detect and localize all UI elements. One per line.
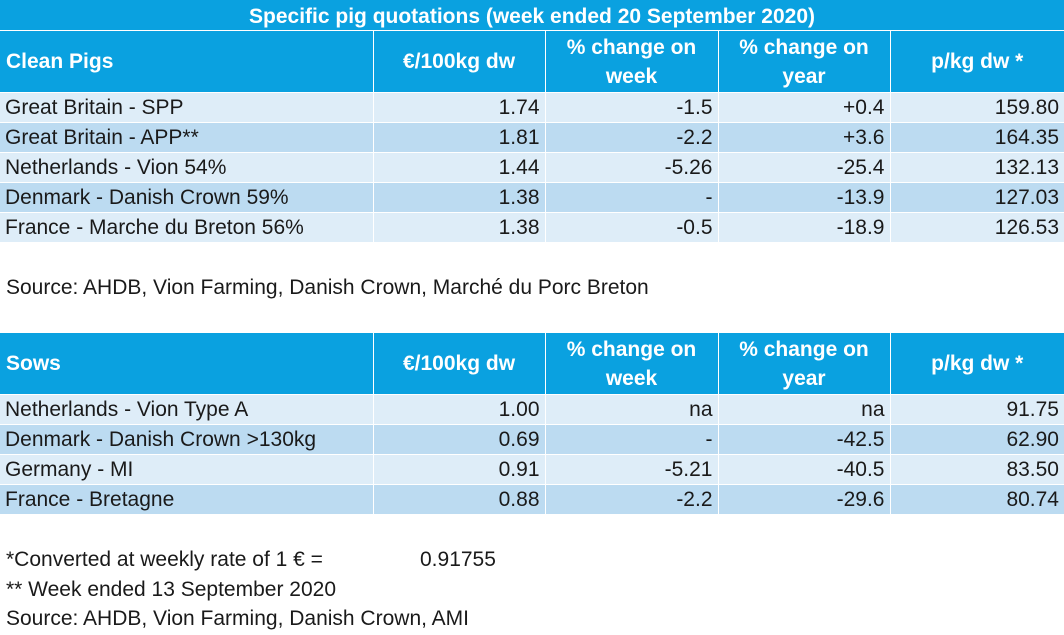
column-header-pkg: p/kg dw * — [889, 333, 1064, 395]
column-header-change-week: % change on week — [544, 31, 718, 93]
row-label: Germany - MI — [0, 454, 373, 485]
column-header-pkg: p/kg dw * — [889, 31, 1064, 93]
column-header-category: Clean Pigs — [0, 31, 373, 93]
cell-change-week: -2.2 — [544, 122, 718, 153]
column-header-change-year: % change on year — [717, 333, 890, 395]
table-row: Great Britain - SPP 1.74 -1.5 +0.4 159.8… — [0, 92, 1064, 123]
week-footnote: ** Week ended 13 September 2020 — [6, 578, 337, 601]
cell-pkg: 159.80 — [889, 92, 1064, 123]
row-label: Netherlands - Vion Type A — [0, 394, 373, 425]
cell-change-year: -29.6 — [717, 484, 890, 514]
column-header-category: Sows — [0, 333, 373, 395]
cell-change-year: +3.6 — [717, 122, 890, 153]
row-label: France - Marche du Breton 56% — [0, 212, 373, 242]
cell-pkg: 127.03 — [889, 182, 1064, 213]
header-row: Sows €/100kg dw % change on week % chang… — [0, 333, 1064, 395]
cell-eur: 1.38 — [372, 212, 545, 242]
sows-table: Sows €/100kg dw % change on week % chang… — [0, 333, 1064, 514]
cell-change-year: -40.5 — [717, 454, 890, 485]
row-label: Great Britain - SPP — [0, 92, 373, 123]
cell-change-week: - — [544, 182, 718, 213]
row-label: Denmark - Danish Crown 59% — [0, 182, 373, 213]
cell-pkg: 80.74 — [889, 484, 1064, 514]
table-row: Germany - MI 0.91 -5.21 -40.5 83.50 — [0, 454, 1064, 485]
table-row: Denmark - Danish Crown >130kg 0.69 - -42… — [0, 424, 1064, 455]
cell-change-year: -18.9 — [717, 212, 890, 242]
source-note-2: Source: AHDB, Vion Farming, Danish Crown… — [6, 607, 469, 630]
source-note: Source: AHDB, Vion Farming, Danish Crown… — [6, 276, 649, 299]
cell-change-week: -5.26 — [544, 152, 718, 183]
table-row: France - Bretagne 0.88 -2.2 -29.6 80.74 — [0, 484, 1064, 514]
cell-change-year: -13.9 — [717, 182, 890, 213]
cell-change-year: -42.5 — [717, 424, 890, 455]
exchange-rate-value: 0.91755 — [420, 548, 496, 571]
cell-change-week: -0.5 — [544, 212, 718, 242]
exchange-rate-note: *Converted at weekly rate of 1 € = 0.917… — [6, 548, 496, 572]
cell-pkg: 62.90 — [889, 424, 1064, 455]
cell-change-week: -5.21 — [544, 454, 718, 485]
column-header-eur: €/100kg dw — [372, 333, 545, 395]
table-row: Denmark - Danish Crown 59% 1.38 - -13.9 … — [0, 182, 1064, 213]
cell-pkg: 83.50 — [889, 454, 1064, 485]
cell-pkg: 126.53 — [889, 212, 1064, 242]
row-label: Netherlands - Vion 54% — [0, 152, 373, 183]
cell-pkg: 132.13 — [889, 152, 1064, 183]
cell-pkg: 91.75 — [889, 394, 1064, 425]
cell-eur: 0.69 — [372, 424, 545, 455]
cell-change-week: na — [544, 394, 718, 425]
column-header-change-year: % change on year — [717, 31, 890, 93]
cell-eur: 0.88 — [372, 484, 545, 514]
cell-change-week: - — [544, 424, 718, 455]
table-row: Netherlands - Vion 54% 1.44 -5.26 -25.4 … — [0, 152, 1064, 183]
cell-eur: 1.00 — [372, 394, 545, 425]
cell-change-year: -25.4 — [717, 152, 890, 183]
table-title: Specific pig quotations (week ended 20 S… — [0, 0, 1064, 30]
cell-change-week: -2.2 — [544, 484, 718, 514]
table-row: Netherlands - Vion Type A 1.00 na na 91.… — [0, 394, 1064, 425]
table-row: Great Britain - APP** 1.81 -2.2 +3.6 164… — [0, 122, 1064, 153]
row-label: France - Bretagne — [0, 484, 373, 514]
row-label: Denmark - Danish Crown >130kg — [0, 424, 373, 455]
exchange-rate-label: *Converted at weekly rate of 1 € = — [6, 548, 323, 571]
table-row: France - Marche du Breton 56% 1.38 -0.5 … — [0, 212, 1064, 242]
cell-eur: 1.38 — [372, 182, 545, 213]
cell-eur: 0.91 — [372, 454, 545, 485]
column-header-eur: €/100kg dw — [372, 31, 545, 93]
cell-pkg: 164.35 — [889, 122, 1064, 153]
cell-change-year: na — [717, 394, 890, 425]
header-row: Clean Pigs €/100kg dw % change on week %… — [0, 31, 1064, 93]
row-label: Great Britain - APP** — [0, 122, 373, 153]
cell-change-year: +0.4 — [717, 92, 890, 123]
clean-pigs-table: Clean Pigs €/100kg dw % change on week %… — [0, 31, 1064, 242]
cell-eur: 1.81 — [372, 122, 545, 153]
column-header-change-week: % change on week — [544, 333, 718, 395]
cell-eur: 1.74 — [372, 92, 545, 123]
cell-eur: 1.44 — [372, 152, 545, 183]
cell-change-week: -1.5 — [544, 92, 718, 123]
